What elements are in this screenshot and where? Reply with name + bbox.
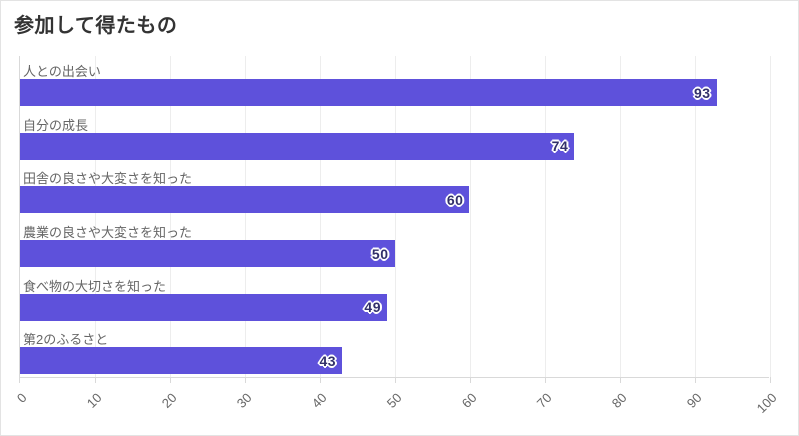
bar-row: 食べ物の大切さを知った 49 <box>20 271 769 325</box>
x-tick-label-50: 50 <box>383 390 405 411</box>
tickmark-x-90 <box>695 377 696 383</box>
x-tick-label-20: 20 <box>158 390 180 411</box>
bar-row: 自分の成長 74 <box>20 110 769 164</box>
tickmark-x-100 <box>770 377 771 383</box>
gridline-x-40 <box>320 56 321 377</box>
bar-value-label: 43 <box>319 352 337 369</box>
gridline-x-80 <box>620 56 621 377</box>
bar-value-label: 93 <box>693 84 711 101</box>
x-tick-label-0: 0 <box>13 390 30 406</box>
bar-2[interactable]: 74 <box>20 132 575 160</box>
tickmark-x-10 <box>95 377 96 383</box>
tickmark-x-40 <box>320 377 321 383</box>
tickmark-x-80 <box>620 377 621 383</box>
gridline-x-70 <box>545 56 546 377</box>
category-label: 人との出会い <box>23 64 101 79</box>
bar-1[interactable]: 93 <box>20 79 717 106</box>
gridline-x-30 <box>245 56 246 377</box>
x-tick-label-10: 10 <box>83 390 105 411</box>
bar-4[interactable]: 50 <box>20 240 395 267</box>
x-axis-tick-labels: 0 10 20 30 40 50 60 70 80 90 100 <box>14 378 780 435</box>
bar-6[interactable]: 43 <box>20 347 343 375</box>
bar-value-label: 49 <box>364 299 381 316</box>
category-label: 第2のふるさと <box>23 332 109 348</box>
plot-area[interactable]: 人との出会い 93 自分の成長 74 田舎の良さや大変さを知った 60 農業の良さや大変さを… <box>19 56 771 383</box>
x-tick-label-70: 70 <box>533 390 555 411</box>
tickmark-x-0 <box>19 377 20 383</box>
chart-title: 参加して得たもの <box>14 15 178 37</box>
bar-3[interactable]: 60 <box>20 186 470 214</box>
category-label: 自分の成長 <box>23 117 89 133</box>
x-tick-label-80: 80 <box>608 390 630 411</box>
bar-row: 第2のふるさと 43 <box>20 324 769 378</box>
x-tick-label-60: 60 <box>458 390 480 411</box>
category-label: 食べ物の大切さを知った <box>23 278 167 294</box>
gridline-x-100 <box>770 56 771 377</box>
x-tick-label-90: 90 <box>683 390 705 411</box>
gridline-x-60 <box>470 56 471 377</box>
tickmark-x-30 <box>245 377 246 383</box>
gridline-x-50 <box>395 56 396 377</box>
x-tick-label-100: 100 <box>753 390 780 416</box>
tickmark-x-60 <box>470 377 471 383</box>
bar-5[interactable]: 49 <box>20 293 387 321</box>
tickmark-x-70 <box>545 377 546 383</box>
bar-value-label: 50 <box>371 245 389 262</box>
category-label: 田舎の良さや大変さを知った <box>23 171 193 187</box>
gridline-x-20 <box>170 56 171 377</box>
bar-value-label: 60 <box>446 191 464 208</box>
bar-row: 田舎の良さや大変さを知った 60 <box>20 163 769 217</box>
gridline-x-90 <box>695 56 696 377</box>
category-label: 農業の良さや大変さを知った <box>23 225 193 240</box>
tickmark-x-20 <box>170 377 171 383</box>
bar-value-label: 74 <box>551 138 569 155</box>
bar-row: 人との出会い 93 <box>20 56 769 110</box>
bar-row: 農業の良さや大変さを知った 50 <box>20 217 769 271</box>
gridline-x-10 <box>95 56 96 377</box>
x-tick-label-30: 30 <box>233 390 255 411</box>
x-tick-label-40: 40 <box>308 390 330 411</box>
tickmark-x-50 <box>395 377 396 383</box>
